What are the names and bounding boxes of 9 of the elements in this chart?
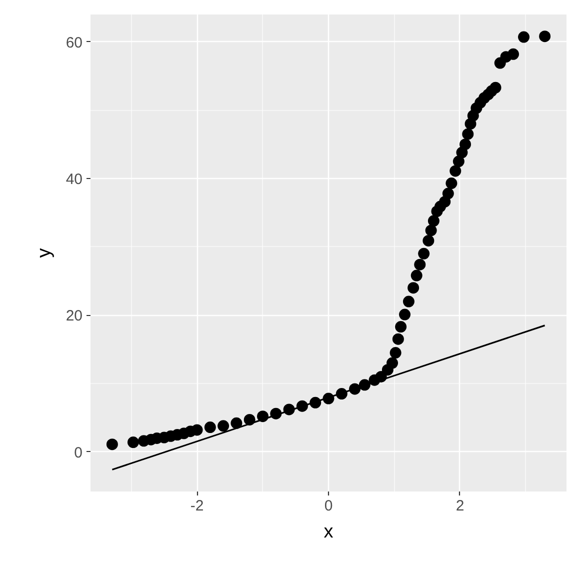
y-tick-label: 20 xyxy=(66,308,83,325)
y-tick-label: 40 xyxy=(66,171,83,188)
y-axis-title: y xyxy=(34,248,55,258)
x-tick-label: 0 xyxy=(324,498,333,514)
y-tick-label: 0 xyxy=(74,444,82,462)
y-tick-label: 60 xyxy=(66,34,83,52)
x-tick-label: 2 xyxy=(456,498,464,514)
x-axis-title: x xyxy=(324,522,334,542)
x-tick-label: -2 xyxy=(190,498,204,514)
